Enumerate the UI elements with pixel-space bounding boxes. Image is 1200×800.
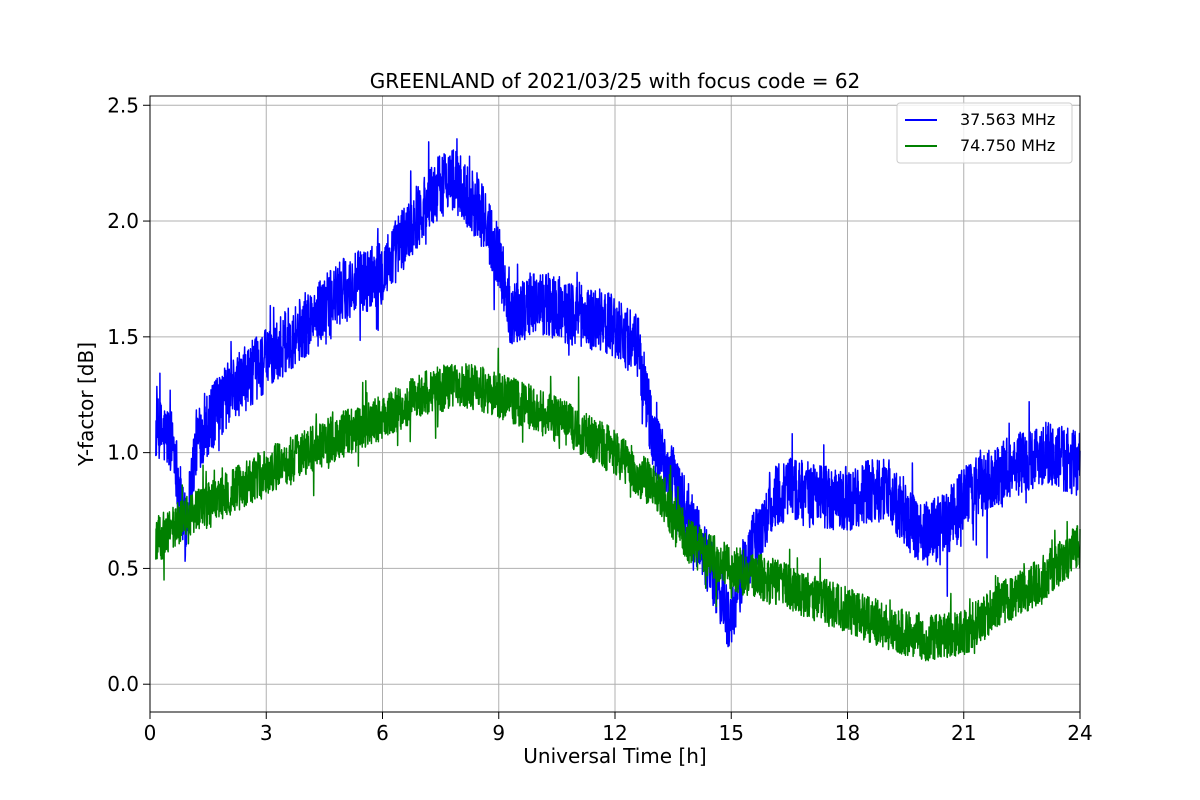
series-line-1: [155, 347, 1081, 662]
y-axis-label: Y-factor [dB]: [74, 342, 98, 467]
x-tick-label: 15: [719, 721, 744, 745]
y-axis: 0.0 0.5 1.0 1.5 2.0 2.5: [107, 93, 150, 696]
series-layer: [155, 138, 1081, 662]
x-tick-label: 12: [602, 721, 627, 745]
x-tick-label: 6: [376, 721, 389, 745]
chart-title: GREENLAND of 2021/03/25 with focus code …: [370, 69, 861, 93]
x-tick-label: 21: [951, 721, 976, 745]
series-line-0: [155, 138, 1081, 648]
legend-label-74mhz: 74.750 MHz: [960, 136, 1055, 155]
y-tick-label: 2.5: [107, 93, 139, 117]
x-tick-label: 18: [835, 721, 860, 745]
legend-label-37mhz: 37.563 MHz: [960, 110, 1055, 129]
y-tick-label: 1.0: [107, 441, 139, 465]
legend: 37.563 MHz 74.750 MHz: [896, 102, 1073, 164]
x-axis-label: Universal Time [h]: [523, 744, 706, 768]
y-tick-label: 0.5: [107, 556, 139, 580]
y-tick-label: 0.0: [107, 672, 139, 696]
x-tick-label: 24: [1067, 721, 1092, 745]
y-tick-label: 2.0: [107, 209, 139, 233]
x-tick-label: 9: [492, 721, 505, 745]
x-tick-label: 0: [144, 721, 157, 745]
legend-box: [896, 102, 1073, 164]
x-tick-label: 3: [260, 721, 273, 745]
x-axis: 0 3 6 9 12 15 18 21 24: [144, 712, 1093, 745]
y-tick-label: 1.5: [107, 325, 139, 349]
